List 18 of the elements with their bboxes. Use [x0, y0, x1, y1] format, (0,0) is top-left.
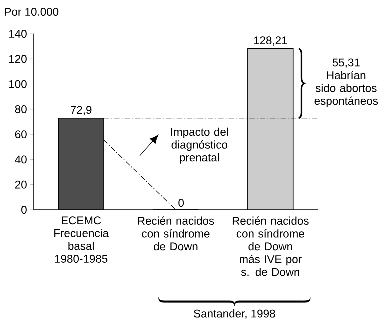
- y-tick-label: 140: [10, 30, 27, 38]
- y-tick-label: 120: [10, 55, 27, 64]
- y-tick-label: 20: [15, 180, 27, 189]
- data-label: 128,21: [254, 36, 288, 46]
- x-tick-label: ECEMC Frecuencia basal 1980-1985: [54, 216, 110, 263]
- y-axis-title: Por 10.000: [5, 8, 59, 16]
- x-tick-label: Recién nacidos con síndrome de Down más IVE por s. de Down: [232, 216, 309, 276]
- annotation: Impacto del diagnóstico prenatal: [171, 128, 228, 164]
- y-tick-label: 0: [22, 206, 27, 214]
- text: Santander, 1998: [194, 310, 276, 320]
- x-tick-label: Recién nacidos con síndrome de Down: [138, 216, 214, 251]
- data-label: 0: [178, 199, 184, 208]
- y-tick-label: 40: [15, 156, 27, 164]
- annotation: 55,31 Habrían sido abortos espontáneos: [314, 58, 378, 108]
- y-tick-label: 100: [10, 80, 27, 88]
- y-tick-label: 60: [15, 130, 27, 139]
- y-tick-label: 80: [15, 105, 27, 114]
- data-label: 72,9: [71, 106, 92, 116]
